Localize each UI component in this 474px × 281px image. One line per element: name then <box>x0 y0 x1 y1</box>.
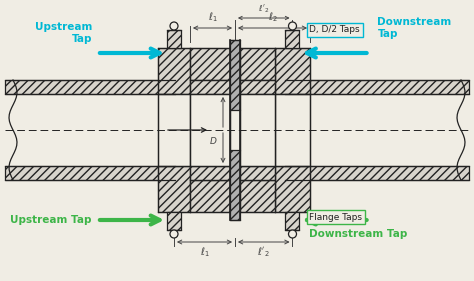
Bar <box>240 48 275 80</box>
Bar <box>275 94 310 166</box>
Bar <box>240 166 275 180</box>
Bar <box>158 94 190 166</box>
Bar <box>285 212 300 230</box>
Text: $\ell_2$: $\ell_2$ <box>268 10 277 24</box>
Circle shape <box>170 22 178 30</box>
Bar <box>285 80 469 94</box>
Bar <box>230 150 240 220</box>
Bar <box>240 180 275 212</box>
Bar <box>5 166 175 180</box>
Circle shape <box>289 230 297 238</box>
Bar <box>158 48 190 94</box>
Text: $\ell'_2$: $\ell'_2$ <box>257 245 270 259</box>
Bar <box>275 166 310 212</box>
Bar <box>190 180 230 212</box>
Text: Downstream
Tap: Downstream Tap <box>377 17 452 39</box>
Circle shape <box>289 22 297 30</box>
Bar <box>285 166 469 180</box>
Text: Flange Taps: Flange Taps <box>310 212 363 221</box>
Circle shape <box>170 230 178 238</box>
Text: $\ell_1$: $\ell_1$ <box>208 10 218 24</box>
Bar <box>190 48 230 80</box>
Text: Upstream Tap: Upstream Tap <box>10 215 92 225</box>
Bar <box>190 166 230 180</box>
Bar <box>190 80 230 94</box>
Bar <box>230 40 240 110</box>
Bar <box>240 80 275 94</box>
Bar <box>167 212 181 230</box>
Bar <box>285 30 300 48</box>
Text: $\ell_1$: $\ell_1$ <box>200 245 210 259</box>
Text: Downstream Tap: Downstream Tap <box>310 229 408 239</box>
Bar <box>167 30 181 48</box>
Text: D, D/2 Taps: D, D/2 Taps <box>310 26 360 35</box>
Bar <box>275 48 310 94</box>
Text: $\ell'_2$: $\ell'_2$ <box>258 3 269 15</box>
Text: D: D <box>210 137 217 146</box>
Bar <box>5 80 175 94</box>
Text: Upstream
Tap: Upstream Tap <box>35 22 92 44</box>
Bar <box>240 94 275 166</box>
Bar <box>158 166 190 212</box>
Bar <box>190 94 230 166</box>
